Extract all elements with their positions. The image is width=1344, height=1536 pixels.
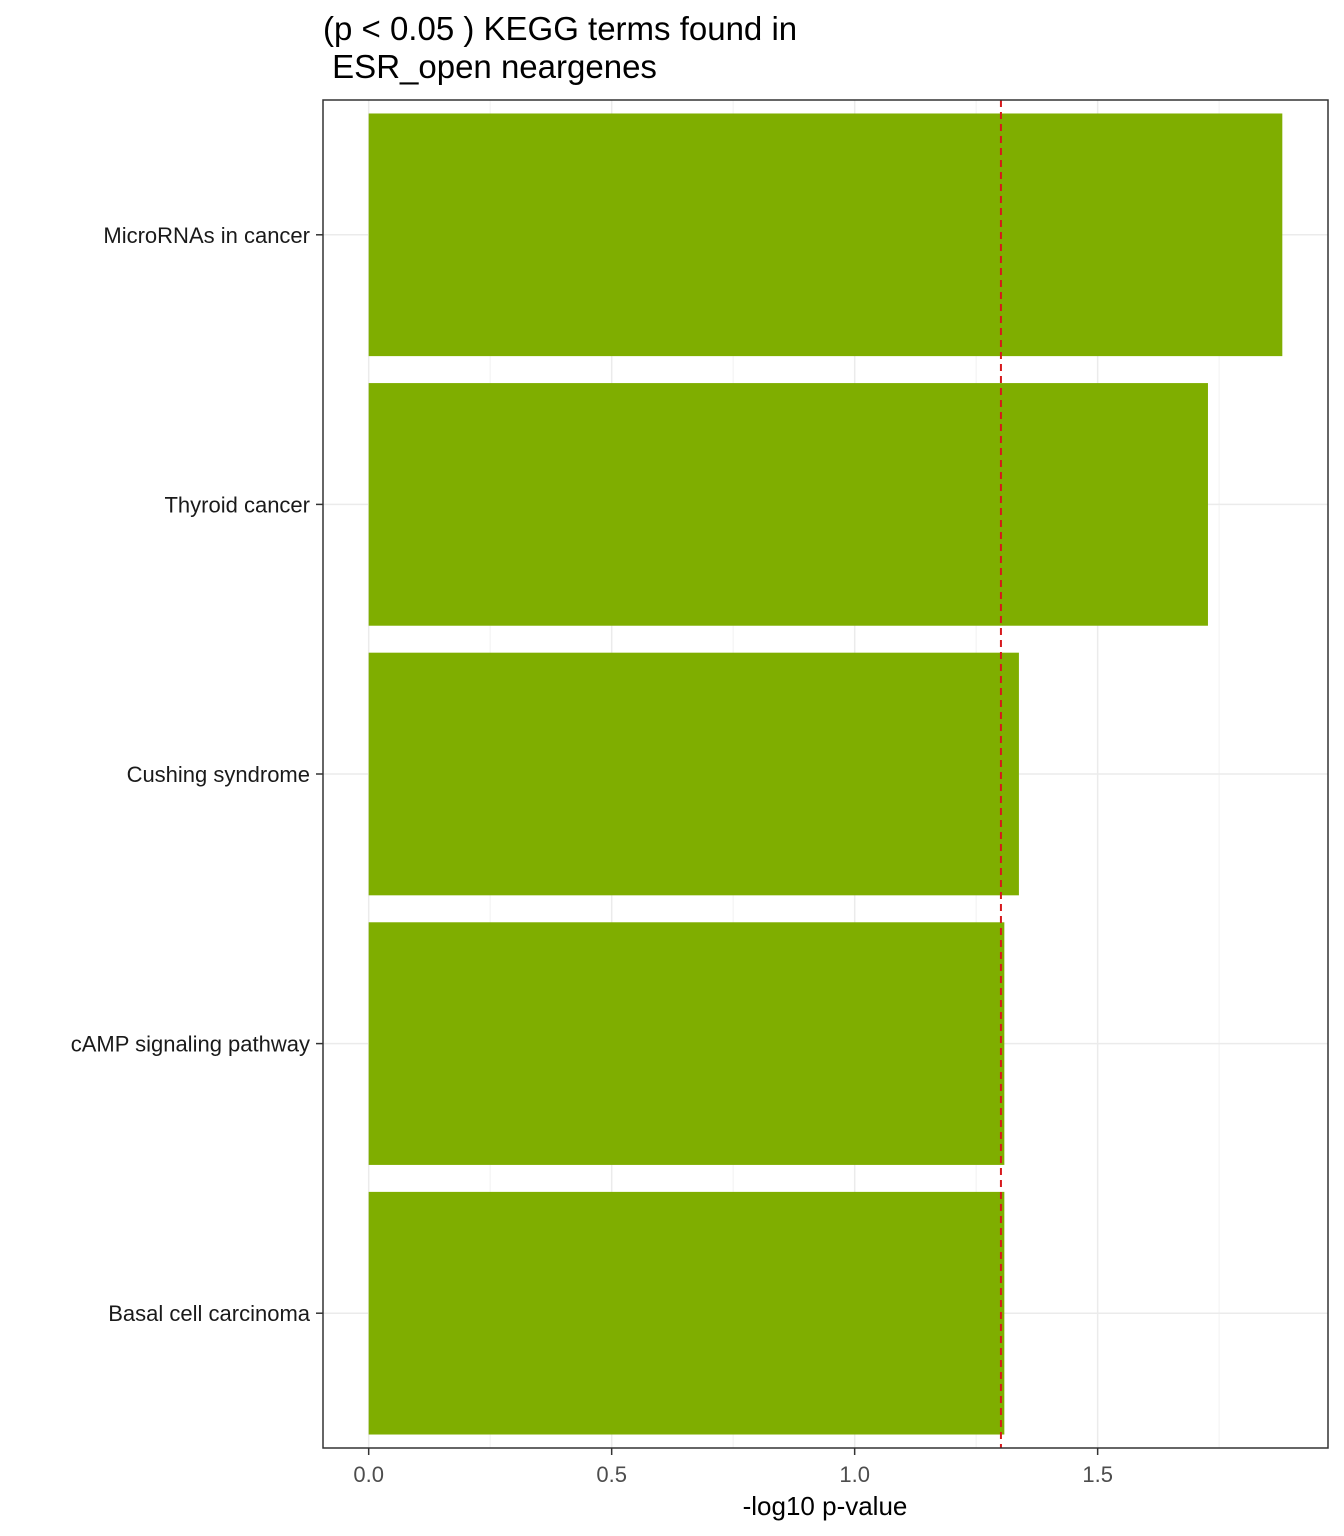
bars	[368, 113, 1283, 1435]
chart-title-line-2: ESR_open neargenes	[323, 48, 657, 85]
bar-2	[368, 383, 1208, 626]
x-axis-label: -log10 p-value	[743, 1491, 908, 1521]
y-tick-label: Cushing syndrome	[127, 762, 310, 787]
x-tick-label: 1.0	[839, 1462, 870, 1487]
y-tick-label: Basal cell carcinoma	[108, 1301, 311, 1326]
x-tick-label: 0.0	[353, 1462, 384, 1487]
y-tick-label: MicroRNAs in cancer	[103, 223, 310, 248]
y-axis: MicroRNAs in cancer Thyroid cancer Cushing…	[71, 223, 323, 1326]
x-axis: 0.0 0.5 1.0 1.5	[353, 1448, 1113, 1487]
y-tick-label: cAMP signaling pathway	[71, 1032, 310, 1057]
x-tick-label: 1.5	[1082, 1462, 1113, 1487]
bar-4	[368, 922, 1005, 1165]
bar-3	[368, 652, 1019, 896]
chart-title-line-1: (p < 0.05 ) KEGG terms found in	[323, 10, 798, 47]
bar-5	[368, 1191, 1005, 1435]
x-tick-label: 0.5	[596, 1462, 627, 1487]
bar-1	[368, 113, 1283, 357]
y-tick-label: Thyroid cancer	[164, 492, 310, 517]
